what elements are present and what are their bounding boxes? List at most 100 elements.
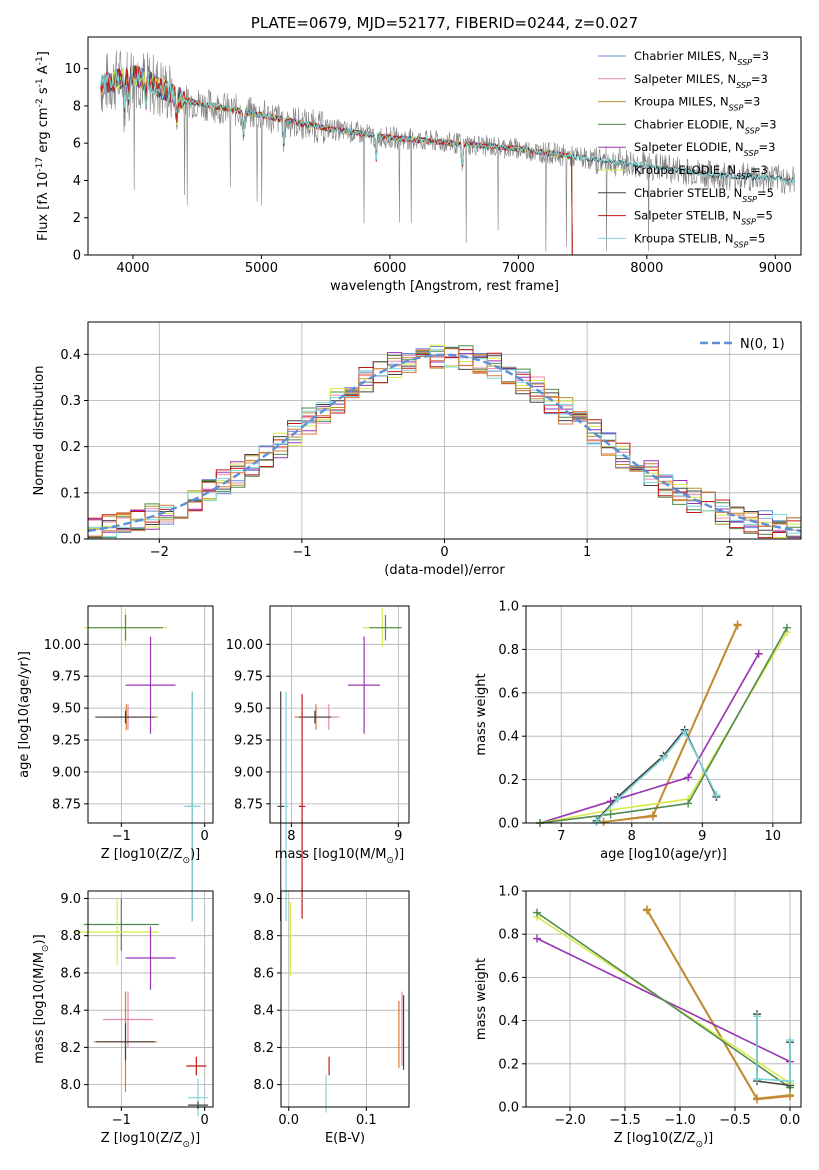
mass-weight-line (756, 1016, 791, 1082)
y-tick-label: 10 (64, 62, 81, 77)
x-axis-label: Z [log10(Z/Z⊙)] (101, 847, 201, 866)
y-tick-label: 8.75 (52, 797, 81, 812)
axes-frame (87, 890, 214, 1108)
x-axis-label: E(B-V) (325, 1131, 365, 1146)
y-tick-label: 0.8 (498, 643, 519, 658)
spectrum-axes: 4000 5000 6000 7000 8000 9000 0 2 4 6 8 10 wavelengt… (35, 14, 802, 294)
axes-frame (87, 36, 802, 256)
legend-entry: Kroupa ELODIE, NSSP=3 (634, 163, 768, 181)
legend-entry: Kroupa MILES, NSSP=3 (634, 95, 760, 113)
mass-weight-point (786, 1077, 794, 1086)
x-tick-label: 5000 (245, 261, 278, 276)
legend-entry: Chabrier STELIB, NSSP=5 (634, 186, 774, 204)
x-tick-label: −1.0 (664, 1113, 696, 1128)
y-tick-label: 2 (73, 211, 81, 226)
y-tick-label: 8.0 (60, 1078, 81, 1093)
x-tick-label: 7 (557, 829, 565, 844)
x-tick-label: 10 (765, 829, 782, 844)
legend-entry: Salpeter STELIB, NSSP=5 (634, 209, 773, 227)
legend-entry: Kroupa STELIB, NSSP=5 (634, 231, 765, 249)
mass-weight-point (606, 810, 615, 819)
y-tick-label: 0.0 (60, 533, 81, 548)
y-tick-label: 6 (73, 137, 81, 152)
mass-weight-point (733, 620, 742, 629)
mass-weight-point (786, 1091, 794, 1100)
y-tick-label: 9.0 (253, 892, 274, 907)
mass-weight-vs-age-axes: 7 8 9 10 0.0 0.2 0.4 0.6 0.8 1.0 age [log10(age/yr… (474, 600, 802, 862)
mass-weight-line (646, 909, 791, 1101)
axes-frame (269, 605, 410, 824)
y-tick-label: 8.75 (234, 797, 263, 812)
mass-vs-metallicity-axes: −1 0 8.0 8.2 8.4 8.6 8.8 9.0 Z [log10(Z/Z⊙)] mass… (32, 890, 214, 1150)
y-tick-label: 8.6 (60, 966, 81, 981)
mass-weight-vs-metallicity-axes: −2.0 −1.5 −1.0 −0.5 0.0 0.0 0.2 0.4 0.6 0.8 1.0 Z [… (474, 885, 802, 1150)
y-tick-label: 0.2 (498, 1057, 519, 1072)
y-tick-label: 0 (73, 249, 81, 264)
y-axis-label: mass weight (474, 673, 489, 755)
mass-weight-point (753, 1012, 761, 1021)
y-tick-label: 0.1 (60, 486, 81, 501)
x-tick-label: 1 (583, 545, 591, 560)
x-tick-label: 9 (394, 829, 402, 844)
y-tick-label: 9.50 (234, 702, 263, 717)
mass-weight-point (599, 817, 608, 826)
x-axis-label: Z [log10(Z/Z⊙)] (614, 1131, 714, 1150)
y-tick-label: 8.6 (253, 966, 274, 981)
x-tick-label: 8000 (630, 261, 663, 276)
x-tick-label: 9 (698, 829, 706, 844)
x-tick-label: −1 (292, 545, 311, 560)
mass-weight-point (680, 727, 689, 736)
mass-weight-line (539, 653, 760, 824)
x-tick-label: 0 (440, 545, 448, 560)
y-axis-label: Normed distribution (32, 366, 47, 496)
legend-entry: Chabrier ELODIE, NSSP=3 (634, 117, 777, 135)
mass-weight-point (613, 795, 622, 804)
y-tick-label: 10.00 (226, 638, 263, 653)
mass-weight-point (659, 753, 668, 762)
y-tick-label: 0.2 (60, 440, 81, 455)
mass-weight-point (533, 934, 541, 943)
legend-entry: N(0, 1) (740, 337, 785, 352)
age-vs-metallicity-axes: −1 0 8.75 9.00 9.25 9.50 9.75 10.00 Z [log10(Z/Z… (17, 605, 214, 922)
y-tick-label: 1.0 (498, 885, 519, 900)
y-tick-label: 0.2 (498, 773, 519, 788)
y-tick-label: 0.0 (498, 1101, 519, 1116)
y-tick-label: 9.00 (52, 765, 81, 780)
mass-weight-point (782, 623, 791, 632)
mass-weight-point (684, 799, 693, 808)
mass-weight-point (753, 1074, 761, 1083)
x-tick-label: −2.0 (554, 1113, 586, 1128)
x-tick-label: −1 (112, 829, 131, 844)
y-tick-label: 8.0 (253, 1078, 274, 1093)
mass-weight-line (756, 1014, 791, 1087)
y-tick-label: 9.00 (234, 765, 263, 780)
mass-weight-point (753, 1094, 761, 1103)
mass-vs-ebv-axes: 0.0 0.1 8.0 8.2 8.4 8.6 8.8 9.0 E(B-V) (253, 890, 410, 1146)
y-tick-label: 0.3 (60, 394, 81, 409)
y-tick-label: 8.8 (60, 929, 81, 944)
mass-weight-point (684, 773, 693, 782)
y-tick-label: 9.75 (52, 670, 81, 685)
residual-axes: −2 −1 0 1 2 0.0 0.1 0.2 0.3 0.4 (data-model)/error… (32, 321, 802, 578)
y-tick-label: 9.25 (52, 734, 81, 749)
x-tick-label: 6000 (373, 261, 406, 276)
y-tick-label: 9.75 (234, 670, 263, 685)
spectrum-title: PLATE=0679, MJD=52177, FIBERID=0244, z=0… (251, 14, 638, 32)
axes-frame (525, 605, 802, 824)
x-tick-label: 0.1 (356, 1113, 377, 1128)
mass-weight-point (592, 817, 601, 826)
x-tick-label: −1 (112, 1113, 131, 1128)
x-tick-label: 9000 (759, 261, 792, 276)
y-tick-label: 9.25 (234, 734, 263, 749)
x-tick-label: 7000 (502, 261, 535, 276)
x-axis-label: wavelength [Angstrom, rest frame] (330, 279, 559, 294)
y-axis-label: mass [log10(M/M⊙)] (32, 934, 51, 1063)
axes-frame (525, 890, 802, 1108)
mass-weight-point (712, 790, 721, 799)
y-tick-label: 10.00 (44, 638, 81, 653)
y-tick-label: 0.4 (498, 1014, 519, 1029)
x-axis-label: (data-model)/error (384, 563, 505, 578)
x-axis-label: age [log10(age/yr)] (600, 847, 727, 862)
y-tick-label: 4 (73, 174, 81, 189)
y-tick-label: 0.4 (498, 730, 519, 745)
